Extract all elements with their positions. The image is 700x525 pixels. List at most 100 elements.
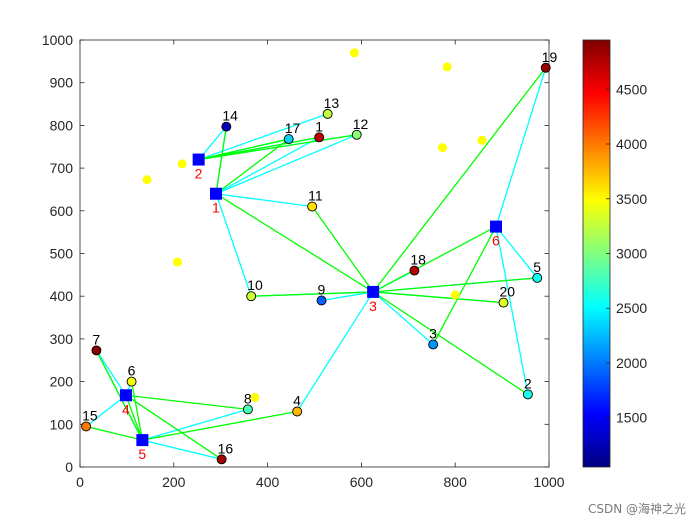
- colorbar-gradient: [582, 39, 611, 468]
- center-markers: 1 2 3 4 5 6: [119, 153, 503, 462]
- demand-point-label: 9: [318, 281, 326, 297]
- demand-point-label: 5: [533, 259, 541, 275]
- path-link-line: [215, 138, 290, 195]
- demand-point: [81, 421, 92, 432]
- demand-point-label: 14: [222, 108, 238, 124]
- center-link-line: [495, 67, 547, 227]
- center-label: 4: [122, 401, 130, 417]
- demand-point: [307, 201, 318, 212]
- center-link-line: [495, 226, 538, 279]
- demand-point-label: 11: [308, 188, 323, 204]
- demand-point-label: 20: [500, 284, 516, 300]
- path-link-line: [373, 277, 538, 293]
- demand-point: [498, 297, 509, 308]
- y-tick-label: 100: [50, 416, 74, 432]
- demand-point-label: 15: [82, 407, 98, 423]
- demand-point-label: 1: [315, 118, 323, 134]
- y-tick-label: 700: [50, 160, 74, 176]
- y-tick-label: 200: [50, 374, 74, 390]
- demand-point-label: 3: [429, 325, 437, 341]
- demand-point-label: 19: [542, 49, 558, 65]
- demand-point: [522, 389, 533, 400]
- colorbar-tick-label: 4000: [616, 136, 647, 152]
- demand-point: [91, 345, 102, 356]
- demand-point: [314, 132, 325, 143]
- path-link-line: [215, 193, 374, 293]
- demand-point-label: 18: [410, 252, 426, 268]
- demand-point: [221, 121, 232, 132]
- center-square: [192, 153, 205, 166]
- x-tick-label: 0: [76, 474, 84, 490]
- demand-point: [428, 339, 439, 350]
- y-tick-label: 500: [50, 246, 74, 262]
- demand-point: [540, 62, 551, 73]
- center-link-line: [85, 394, 127, 427]
- demand-point: [242, 404, 253, 415]
- demand-point: [316, 295, 327, 306]
- path-link-line: [125, 394, 222, 460]
- path-link-line: [215, 126, 227, 194]
- path-link-line: [372, 291, 529, 395]
- link-lines: [85, 67, 547, 460]
- center-link-line: [142, 439, 222, 460]
- center-link-line: [296, 291, 374, 412]
- center-link-line: [198, 113, 328, 161]
- x-tick-label: 200: [162, 474, 186, 490]
- candidate-point: [173, 257, 183, 267]
- candidate-point: [349, 48, 359, 58]
- center-square: [490, 220, 503, 233]
- x-tick-label: 400: [256, 474, 280, 490]
- center-square: [367, 285, 380, 298]
- center-label: 3: [369, 298, 377, 314]
- center-link-line: [142, 408, 249, 441]
- path-link-line: [85, 425, 143, 441]
- path-link-line: [251, 291, 374, 297]
- colorbar-tick-label: 3000: [616, 246, 647, 262]
- demand-point: [351, 129, 362, 140]
- y-tick-label: 1000: [42, 32, 73, 48]
- y-tick-label: 0: [65, 459, 73, 475]
- center-square: [210, 187, 223, 200]
- center-link-line: [95, 350, 127, 396]
- y-tick-label: 900: [50, 75, 74, 91]
- demand-point: [292, 406, 303, 417]
- demand-point-label: 16: [218, 440, 234, 456]
- demand-point-label: 7: [92, 331, 100, 347]
- center-label: 6: [492, 233, 500, 249]
- y-tick-label: 400: [50, 288, 74, 304]
- center-link-line: [215, 136, 320, 195]
- candidate-point: [142, 175, 152, 185]
- candidate-points: [142, 48, 487, 402]
- demand-point: [283, 134, 294, 145]
- center-label: 5: [138, 446, 146, 462]
- path-link-line: [125, 395, 143, 441]
- demand-point: [532, 272, 543, 283]
- demand-point: [322, 108, 333, 119]
- demand-point-label: 2: [524, 375, 532, 391]
- candidate-point: [442, 62, 452, 72]
- path-link-line: [432, 226, 497, 345]
- x-tick-label: 1000: [533, 474, 564, 490]
- path-link-line: [130, 381, 144, 441]
- colorbar-tick-label: 4500: [616, 81, 647, 97]
- demand-point-label: 4: [293, 392, 301, 408]
- path-link-line: [311, 206, 374, 293]
- center-square: [119, 389, 132, 402]
- path-link-line: [125, 394, 248, 411]
- x-tick-label: 600: [350, 474, 374, 490]
- center-link-line: [215, 134, 357, 195]
- center-link-line: [321, 291, 374, 302]
- demand-point: [126, 376, 137, 387]
- demand-point-label: 10: [247, 277, 263, 293]
- candidate-point: [177, 159, 187, 169]
- demand-point: [246, 291, 257, 302]
- path-link-line: [372, 67, 547, 293]
- colorbar-tick-label: 2500: [616, 300, 647, 316]
- y-tick-label: 800: [50, 117, 74, 133]
- watermark-text: CSDN @海神之光: [587, 502, 686, 516]
- path-link-line: [373, 291, 504, 304]
- demand-point-label: 6: [128, 363, 136, 379]
- colorbar: 1500 2000 2500 3000 3500 4000 4500: [582, 39, 647, 468]
- x-axis: 0 200 400 600 800 1000: [76, 40, 565, 490]
